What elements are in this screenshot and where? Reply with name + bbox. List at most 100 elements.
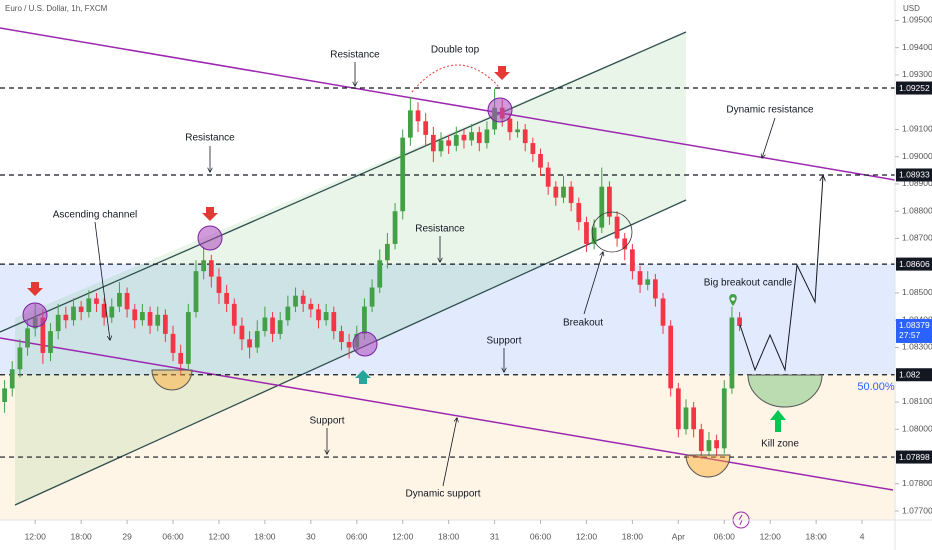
candle-body [721, 388, 727, 449]
candle-body [622, 238, 628, 250]
candle-body [9, 369, 15, 389]
touch-circle [22, 302, 48, 328]
y-tick-label: 1.08800 [902, 205, 932, 215]
candle-body [132, 309, 138, 321]
candle-body [124, 292, 130, 310]
candle-body [216, 276, 222, 293]
candle-body [109, 306, 115, 318]
y-tick-label: 1.08900 [902, 178, 932, 188]
candle-body [584, 222, 589, 244]
x-tick-label: Apr [672, 531, 685, 541]
zone [0, 374, 895, 520]
annotation: Big breakout candle [704, 278, 793, 289]
candle-body [522, 129, 528, 144]
x-tick-label: 18:00 [622, 531, 644, 541]
level-label-box [896, 368, 932, 382]
candle-body [668, 325, 674, 389]
y-tick-label: 1.07800 [902, 478, 932, 488]
candle-body [737, 317, 742, 326]
candle-body [346, 342, 352, 348]
countdown: 27:57 [899, 330, 921, 340]
breakout-circle [591, 211, 633, 253]
candle-body [507, 118, 513, 133]
y-tick-label: 1.09500 [902, 15, 932, 25]
candle-body [675, 388, 681, 430]
fib-label: 50.00% [857, 381, 895, 393]
candle-body [530, 143, 536, 154]
up-arrow [355, 370, 371, 384]
candle-body [599, 186, 605, 228]
annotation: Kill zone [761, 439, 799, 450]
candle-body [377, 260, 383, 288]
y-tick-label: 1.09400 [902, 42, 932, 52]
candle-body [270, 317, 275, 334]
annotation: Resistance [185, 133, 235, 144]
dynamic-resistance-line [0, 27, 895, 181]
candle-body [40, 317, 46, 353]
candle-body [155, 314, 161, 326]
channel-lower [14, 199, 687, 506]
x-tick-label: 06:00 [530, 531, 552, 541]
x-tick-label: 18:00 [71, 531, 93, 541]
level-label: 1.08933 [899, 170, 930, 180]
candle-body [392, 211, 398, 244]
touch-circle [487, 97, 513, 123]
candle-body [147, 312, 153, 326]
candle-body [323, 312, 329, 321]
annotation: Resistance [330, 50, 380, 61]
channel-upper [0, 31, 687, 333]
candle-body [538, 153, 543, 168]
candle-body [614, 216, 620, 239]
candle-body [2, 388, 7, 402]
level-label: 1.07898 [899, 452, 930, 462]
candle-body [561, 186, 566, 198]
x-tick-label: 12:00 [25, 531, 47, 541]
chart-title: Euro / U.S. Dollar, 1h, FXCM [5, 4, 108, 13]
candle-body [469, 132, 474, 141]
touch-circle [197, 225, 223, 251]
candle-body [117, 292, 122, 307]
candle-body [208, 260, 214, 277]
candle-body [691, 407, 697, 430]
dynamic-support-line [0, 337, 894, 491]
x-tick-label: 12:00 [576, 531, 598, 541]
candle-body [285, 306, 291, 321]
annotation: Dynamic support [405, 489, 480, 500]
candle-body [698, 429, 704, 452]
candle-body [201, 260, 207, 272]
level-label-box [896, 450, 932, 464]
price-label: 1.08379 [899, 320, 930, 330]
candle-body [415, 110, 421, 122]
price-label-box [896, 318, 932, 343]
candle-body [645, 279, 651, 285]
candle-body [515, 129, 520, 133]
candle-body [407, 110, 413, 138]
level-label-box [896, 168, 932, 182]
level-label: 1.09252 [899, 83, 930, 93]
candle-body [660, 298, 666, 326]
y-tick-label: 1.09300 [902, 69, 932, 79]
x-tick-label: 12:00 [208, 531, 230, 541]
pointer [762, 117, 776, 158]
level-label: 1.082 [899, 369, 921, 379]
candle-body [308, 303, 314, 310]
y-tick-label: 1.08700 [902, 233, 932, 243]
annotation: Dynamic resistance [726, 105, 814, 116]
kill-zone-bowl [747, 374, 823, 408]
candle-body [339, 331, 344, 343]
x-tick-label: 06:00 [346, 531, 368, 541]
axes: 1.09500 1.09400 1.09300 1.09100 1.09000 1.089… [25, 15, 932, 541]
y-tick-label: 1.08500 [902, 287, 932, 297]
bowl [151, 369, 193, 391]
candle-body [48, 331, 53, 353]
candle-body [247, 339, 252, 348]
x-tick-label: 31 [490, 531, 500, 541]
candle-body [94, 298, 99, 304]
candle-body [652, 279, 658, 299]
candle-body [140, 312, 145, 321]
candle-body [193, 271, 199, 313]
annotation: Support [309, 416, 344, 427]
double-top-arc [411, 64, 501, 93]
candle-body [630, 249, 635, 272]
